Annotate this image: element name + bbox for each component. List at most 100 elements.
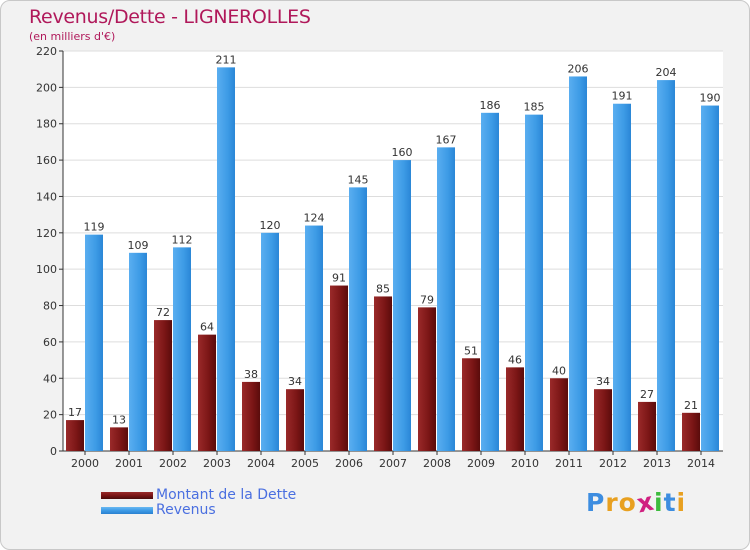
bar-revenus <box>349 187 367 451</box>
logo-letter: r <box>605 488 619 517</box>
bar-revenus <box>393 160 411 451</box>
y-tick-label: 120 <box>36 227 57 240</box>
x-tick-label: 2000 <box>71 457 99 470</box>
bar-revenus <box>261 232 279 451</box>
data-label-dette: 85 <box>376 282 390 295</box>
legend-swatch-dette <box>101 492 153 499</box>
proxiti-logo: Proxiti <box>586 487 687 519</box>
data-label-revenus: 119 <box>84 221 105 234</box>
bar-revenus <box>173 247 191 451</box>
x-tick-label: 2007 <box>379 457 407 470</box>
x-tick-label: 2003 <box>203 457 231 470</box>
bar-revenus <box>525 114 543 452</box>
data-label-dette: 38 <box>244 368 258 381</box>
data-label-dette: 79 <box>420 293 434 306</box>
bar-revenus <box>613 103 631 452</box>
y-tick-label: 220 <box>36 45 57 58</box>
logo-letter: i <box>676 488 687 517</box>
bar-dette <box>506 367 524 451</box>
x-tick-label: 2014 <box>687 457 715 470</box>
data-label-revenus: 206 <box>568 62 589 75</box>
data-label-dette: 40 <box>552 364 566 377</box>
bar-dette <box>374 296 392 451</box>
x-tick-label: 2011 <box>555 457 583 470</box>
data-label-revenus: 211 <box>216 53 237 66</box>
y-tick-label: 60 <box>43 336 57 349</box>
logo-letter: P <box>586 488 606 517</box>
legend-swatch-revenus <box>101 507 153 514</box>
x-tick-label: 2005 <box>291 457 319 470</box>
bar-revenus <box>217 67 235 451</box>
y-tick-label: 140 <box>36 190 57 203</box>
x-tick-label: 2001 <box>115 457 143 470</box>
data-label-dette: 64 <box>200 321 214 334</box>
bar-revenus <box>481 112 499 452</box>
bar-dette <box>154 320 172 451</box>
y-tick-label: 100 <box>36 263 57 276</box>
bar-revenus <box>657 80 675 451</box>
bar-dette <box>66 420 84 451</box>
y-tick-label: 40 <box>43 372 57 385</box>
data-label-dette: 27 <box>640 388 654 401</box>
chart-title: Revenus/Dette - LIGNEROLLES <box>29 6 311 28</box>
data-label-revenus: 120 <box>260 219 281 232</box>
bar-revenus <box>569 76 587 452</box>
data-label-revenus: 124 <box>304 212 325 225</box>
x-tick-label: 2004 <box>247 457 275 470</box>
bar-revenus <box>85 234 103 451</box>
bar-revenus <box>437 147 455 451</box>
data-label-revenus: 109 <box>128 239 149 252</box>
x-tick-label: 2013 <box>643 457 671 470</box>
data-label-dette: 51 <box>464 344 478 357</box>
chart-subtitle: (en milliers d'€) <box>29 30 116 43</box>
bar-dette <box>462 358 480 451</box>
x-tick-label: 2002 <box>159 457 187 470</box>
logo-letter: i <box>654 488 664 517</box>
y-tick-label: 160 <box>36 154 57 167</box>
bar-dette <box>594 389 612 451</box>
bar-revenus <box>129 252 147 451</box>
bar-dette <box>198 334 216 451</box>
data-label-dette: 21 <box>684 399 698 412</box>
data-label-dette: 34 <box>596 375 610 388</box>
bar-dette <box>550 378 568 451</box>
data-label-revenus: 190 <box>700 92 721 105</box>
y-tick-label: 180 <box>36 118 57 131</box>
data-label-revenus: 185 <box>524 101 545 114</box>
bar-dette <box>242 381 260 451</box>
bar-dette <box>418 307 436 451</box>
x-tick-label: 2008 <box>423 457 451 470</box>
data-label-revenus: 145 <box>348 173 369 186</box>
bar-dette <box>286 389 304 451</box>
bar-dette <box>330 285 348 451</box>
data-label-dette: 34 <box>288 375 302 388</box>
legend-label-dette: Montant de la Dette <box>156 487 297 503</box>
data-label-dette: 17 <box>68 406 82 419</box>
data-label-dette: 46 <box>508 353 522 366</box>
bar-dette <box>638 401 656 451</box>
x-tick-label: 2009 <box>467 457 495 470</box>
y-tick-label: 20 <box>43 409 57 422</box>
y-tick-label: 0 <box>50 445 57 458</box>
data-label-revenus: 112 <box>172 233 193 246</box>
data-label-revenus: 167 <box>436 133 457 146</box>
y-tick-label: 80 <box>43 300 57 313</box>
bar-dette <box>682 412 700 451</box>
bar-dette <box>110 427 128 451</box>
data-label-revenus: 186 <box>480 99 501 112</box>
data-label-revenus: 204 <box>656 66 677 79</box>
bar-revenus <box>701 105 719 451</box>
logo-letter: t <box>663 488 677 517</box>
x-tick-label: 2012 <box>599 457 627 470</box>
data-label-dette: 72 <box>156 306 170 319</box>
y-tick-label: 200 <box>36 81 57 94</box>
data-label-revenus: 160 <box>392 146 413 159</box>
x-tick-label: 2006 <box>335 457 363 470</box>
data-label-dette: 13 <box>112 413 126 426</box>
data-label-dette: 91 <box>332 272 346 285</box>
legend-label-revenus: Revenus <box>156 502 216 518</box>
x-tick-label: 2010 <box>511 457 539 470</box>
bar-revenus <box>305 225 323 451</box>
